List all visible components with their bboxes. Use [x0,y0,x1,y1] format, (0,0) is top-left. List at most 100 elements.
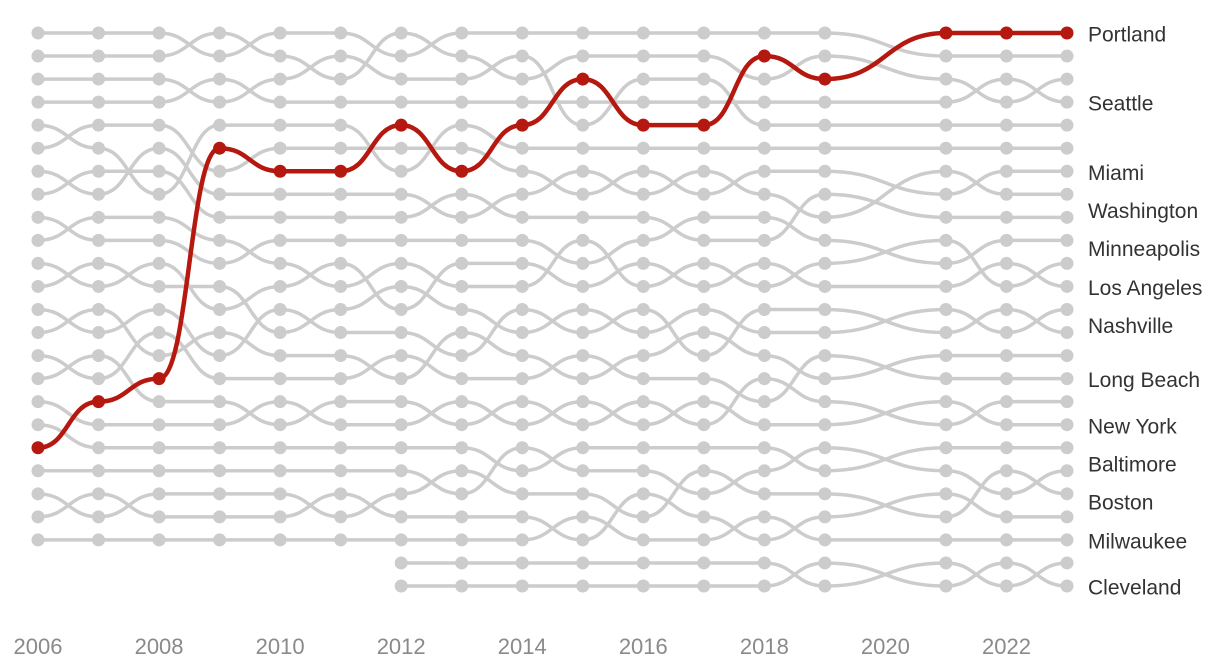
point [999,118,1013,132]
point [818,141,832,155]
point [273,26,287,40]
point [455,487,469,501]
point [334,395,348,409]
point [31,372,45,386]
series [31,441,1074,501]
point [273,141,287,155]
point [515,441,529,455]
point [939,418,953,432]
point [152,256,166,270]
point [697,72,711,86]
point [394,164,408,178]
point [697,464,711,478]
point [213,326,227,340]
point [273,464,287,478]
point [576,556,590,570]
point [757,72,771,86]
point [152,464,166,478]
point [152,72,166,86]
series [31,464,1074,524]
point [757,441,771,455]
point [394,464,408,478]
point [515,372,529,386]
point [939,141,953,155]
point [92,533,106,547]
point [515,210,529,224]
point [939,464,953,478]
point [999,210,1013,224]
point [152,372,166,386]
point [697,418,711,432]
point [939,303,953,316]
point [939,556,953,570]
point [818,233,832,247]
series [31,118,1074,201]
point [1060,118,1074,132]
point [1060,49,1074,63]
point [334,164,348,178]
point [213,395,227,409]
point [1060,556,1074,570]
point [636,279,650,293]
point [31,303,45,316]
point [31,49,45,63]
series-line [37,307,1068,358]
point [455,49,469,63]
point [152,95,166,109]
point [213,233,227,247]
point [92,26,106,40]
series-line [37,445,1068,496]
series [31,418,1074,478]
point [636,256,650,270]
point [152,510,166,524]
point [455,349,469,363]
point [152,233,166,247]
point [152,487,166,501]
point [92,372,106,386]
point [273,95,287,109]
point [1060,141,1074,155]
point [394,233,408,247]
point [394,303,408,316]
point [394,487,408,501]
point [394,95,408,109]
point [334,26,348,40]
point [576,349,590,363]
point [1060,395,1074,409]
point [92,256,106,270]
point [334,510,348,524]
point [334,487,348,501]
point [697,26,711,40]
point [1060,72,1074,86]
point [455,141,469,155]
point [636,441,650,455]
point [394,349,408,363]
point [152,26,166,40]
point [1060,349,1074,363]
point [92,233,106,247]
point [455,395,469,409]
point [818,510,832,524]
point [92,210,106,224]
point [939,49,953,63]
point [939,279,953,293]
point [273,349,287,363]
point [31,487,45,501]
point [31,279,45,293]
point [334,141,348,155]
point [213,510,227,524]
point [394,118,408,132]
series-line [38,77,1068,104]
point [92,141,106,155]
point [636,49,650,63]
point [455,556,469,570]
point [92,395,106,409]
point [576,26,590,40]
point [273,441,287,455]
point [818,418,832,432]
point [394,395,408,409]
series [31,210,1074,293]
x-tick-label: 2020 [861,634,910,659]
point [515,326,529,340]
point [818,372,832,386]
